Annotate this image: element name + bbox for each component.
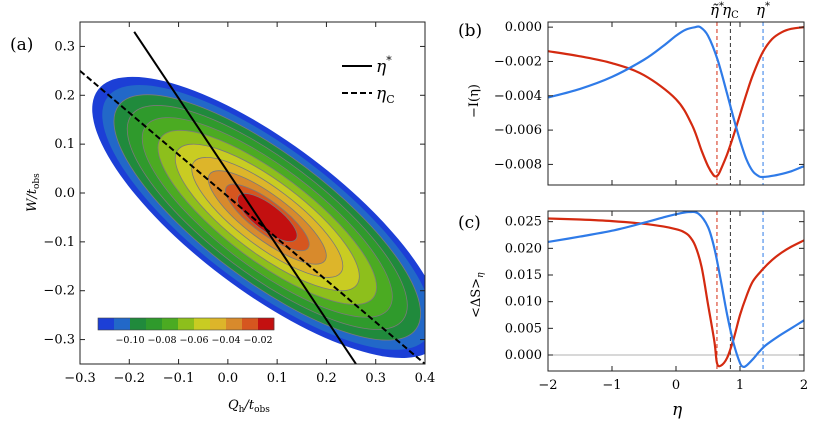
- x-tick-label: 0.3: [365, 371, 386, 386]
- colorbar-swatch-10: [258, 318, 275, 330]
- x-tick-label: 0.4: [415, 371, 436, 386]
- panel-b-label: (b): [458, 21, 482, 41]
- legend: η* ηC: [342, 54, 395, 106]
- colorbar-swatch-1: [114, 318, 131, 330]
- y-tick-label: −0.3: [43, 333, 75, 348]
- colorbar-frame: [97, 317, 275, 331]
- y-tick-label: 0.000: [505, 348, 542, 363]
- y-tick-label: 0.3: [54, 39, 75, 54]
- colorbar-label: −0.08: [147, 335, 176, 346]
- y-tick-label: −0.004: [494, 89, 542, 104]
- x-tick-label: −0.1: [163, 371, 195, 386]
- y-tick-label: −0.008: [494, 157, 542, 172]
- legend-dashed-label: ηC: [376, 84, 395, 106]
- panel-b-top-labels: η̃*ηC η*: [710, 1, 770, 21]
- x-tick-label: 0: [672, 378, 680, 393]
- red-series-line: [548, 26, 804, 178]
- x-tick-label: 0.0: [218, 371, 239, 386]
- x-tick-label: −0.3: [64, 371, 96, 386]
- y-tick-label: 0.0: [54, 186, 75, 201]
- colorbar-label: −0.06: [179, 335, 208, 346]
- colorbar-swatch-2: [130, 318, 147, 330]
- panel-c-ylabel: <ΔS>η: [469, 272, 486, 318]
- y-tick-label: 0.1: [54, 137, 75, 152]
- panel-b-ticks: 0.000 −0.002 −0.004 −0.006 −0.008: [494, 20, 805, 185]
- legend-solid-label: η*: [376, 54, 392, 77]
- panel-c-label: (c): [458, 213, 481, 233]
- reference-lines: [80, 31, 425, 364]
- y-tick-label: −0.2: [43, 284, 75, 299]
- colorbar-swatch-9: [242, 318, 259, 330]
- x-tick-label: −1: [602, 378, 621, 393]
- y-tick-label: 0.005: [505, 321, 542, 336]
- y-tick-label: 0.025: [505, 215, 542, 230]
- y-tick-label: 0.015: [505, 268, 542, 283]
- colorbar-swatch-6: [194, 318, 211, 330]
- panel-a-label: (a): [10, 35, 33, 55]
- blue-series-line: [548, 25, 804, 179]
- contour-level-10: [237, 193, 298, 242]
- colorbar-swatch-5: [178, 318, 195, 330]
- top-label-1: ηC: [722, 1, 739, 21]
- colorbar-swatch-8: [226, 318, 243, 330]
- x-tick-label: 0.1: [267, 371, 288, 386]
- top-label-2: η*: [756, 1, 770, 19]
- x-tick-label: −2: [538, 378, 557, 393]
- y-tick-label: −0.1: [43, 235, 75, 250]
- panel-a: (a) −0.3 −0.2 −0.1 0.0 0.1 0.2 0.3 0.4 0.3 0.2 0.1…: [10, 21, 435, 415]
- colorbar-label: −0.10: [115, 335, 144, 346]
- panel-a-ticks: −0.3 −0.2 −0.1 0.0 0.1 0.2 0.3 0.4 0.3 0.2 0.1 0.0 −…: [43, 22, 435, 386]
- top-label-0: η̃*: [710, 1, 724, 19]
- x-tick-label: 0.2: [316, 371, 337, 386]
- x-tick-label: 1: [736, 378, 744, 393]
- y-tick-label: 0.020: [505, 241, 542, 256]
- x-tick-label: −0.2: [113, 371, 145, 386]
- y-tick-label: 0.2: [54, 88, 75, 103]
- eta-c-line: [80, 70, 425, 364]
- blue-series-line: [548, 211, 804, 369]
- panel-b-ylabel: −I(η): [467, 84, 482, 118]
- x-tick-label: 2: [800, 378, 808, 393]
- panel-a-xlabel: Qh/tobs: [228, 398, 270, 415]
- colorbar-swatch-0: [98, 318, 115, 330]
- y-tick-label: 0.000: [505, 20, 542, 35]
- colorbar-swatch-7: [210, 318, 227, 330]
- panel-c-xlabel: η: [672, 400, 683, 420]
- colorbar-label: −0.04: [211, 335, 240, 346]
- panel-b-plot: [548, 22, 804, 185]
- panel-c-plot: [548, 211, 804, 371]
- eta-star-line: [133, 31, 357, 364]
- panel-b: (b) 0.000−0.002−0.004−0.006−0.008 η̃*ηC η…: [458, 1, 805, 186]
- panel-a-ylabel: W/tobs: [25, 173, 42, 212]
- panel-c-ticks: 0.025 0.020 0.015 0.010 0.005 0.000 −2 −1 0 1 2: [505, 211, 808, 393]
- colorbar: −0.10 −0.08 −0.06 −0.04 −0.02: [97, 317, 275, 346]
- red-series-line: [548, 217, 804, 368]
- colorbar-swatch-4: [162, 318, 179, 330]
- contour-fill: [92, 76, 425, 359]
- panel-c: (c) 0.025 0.020 0.015 0.010 0.005 0.000 −2 −1 0 1…: [458, 210, 808, 420]
- y-tick-label: −0.006: [494, 123, 542, 138]
- y-tick-label: 0.010: [505, 295, 542, 310]
- colorbar-swatch-3: [146, 318, 163, 330]
- y-tick-label: −0.002: [494, 54, 542, 69]
- colorbar-label: −0.02: [243, 335, 272, 346]
